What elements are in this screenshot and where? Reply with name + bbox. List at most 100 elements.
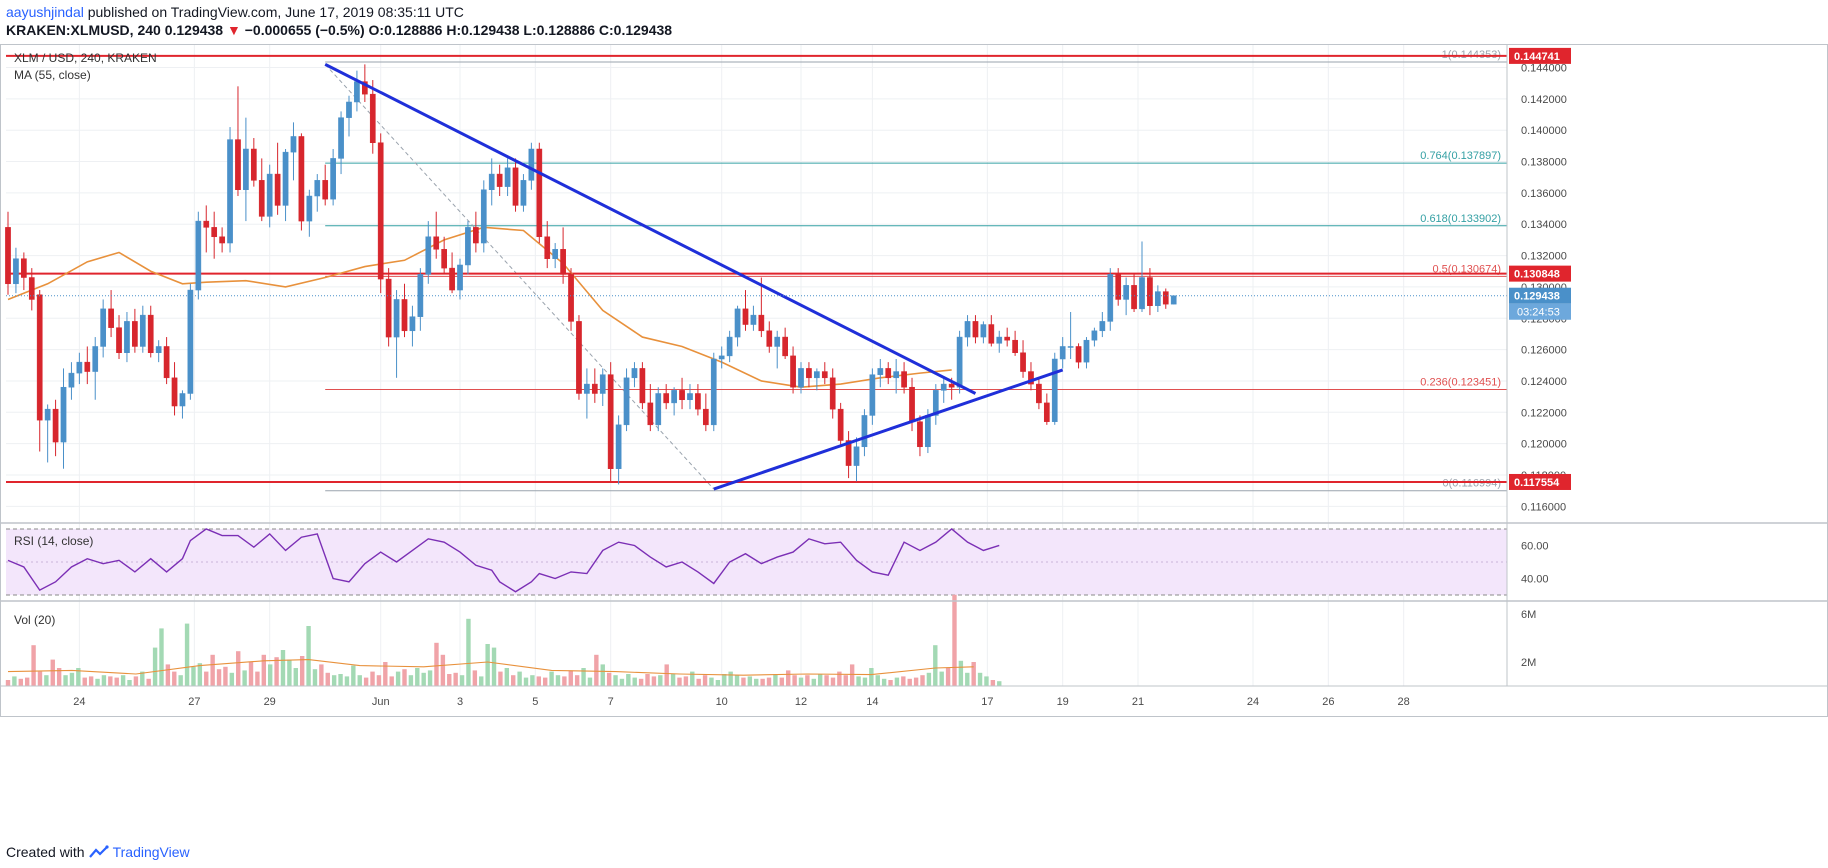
candle[interactable] — [108, 290, 114, 338]
candle[interactable] — [758, 277, 765, 338]
candle[interactable] — [203, 205, 210, 253]
candle[interactable] — [385, 268, 392, 347]
candle[interactable] — [211, 211, 218, 259]
author-link[interactable]: aayushjindal — [6, 4, 84, 20]
candle[interactable] — [520, 174, 527, 212]
candle[interactable] — [36, 290, 43, 452]
candle[interactable] — [124, 311, 130, 363]
candle[interactable] — [814, 368, 820, 391]
candle[interactable] — [465, 221, 471, 275]
candle[interactable] — [655, 387, 662, 432]
candle[interactable] — [972, 315, 979, 344]
candle[interactable] — [607, 362, 614, 482]
candle[interactable] — [1059, 337, 1066, 369]
candle[interactable] — [742, 290, 749, 331]
candle[interactable] — [1075, 343, 1082, 369]
candle[interactable] — [996, 330, 1003, 353]
price-candles[interactable] — [5, 64, 1177, 485]
candle[interactable] — [258, 158, 265, 222]
candle[interactable] — [227, 127, 233, 253]
volume-pane[interactable]: Vol (20) — [5, 594, 1002, 686]
candle[interactable] — [560, 227, 566, 284]
candle[interactable] — [956, 330, 963, 394]
candle[interactable] — [1004, 327, 1011, 347]
candle[interactable] — [591, 368, 598, 403]
candle[interactable] — [250, 138, 257, 187]
candle[interactable] — [671, 387, 677, 416]
candle[interactable] — [647, 384, 654, 432]
candle[interactable] — [1107, 268, 1114, 331]
candle[interactable] — [885, 362, 892, 385]
candle[interactable] — [147, 305, 154, 358]
candle[interactable] — [409, 305, 416, 347]
candle[interactable] — [433, 211, 440, 259]
candle[interactable] — [615, 415, 622, 485]
candle[interactable] — [163, 337, 170, 385]
candle[interactable] — [1020, 340, 1026, 378]
candle[interactable] — [782, 327, 788, 360]
candle[interactable] — [964, 315, 971, 347]
trend-lines[interactable] — [324, 63, 1064, 491]
candle[interactable] — [893, 359, 900, 394]
candle[interactable] — [369, 80, 376, 154]
candle[interactable] — [473, 211, 479, 253]
candle[interactable] — [1067, 311, 1074, 360]
candle[interactable] — [623, 368, 630, 432]
candle[interactable] — [243, 117, 249, 222]
candle[interactable] — [457, 258, 463, 300]
candle[interactable] — [1012, 330, 1018, 356]
candle[interactable] — [330, 149, 336, 206]
candle[interactable] — [139, 305, 146, 353]
candle[interactable] — [1043, 393, 1050, 425]
candle[interactable] — [829, 368, 836, 419]
candle[interactable] — [76, 352, 83, 385]
candle[interactable] — [187, 283, 194, 400]
candle[interactable] — [869, 368, 876, 425]
candle[interactable] — [552, 243, 559, 269]
candle[interactable] — [710, 352, 717, 432]
candle[interactable] — [988, 315, 995, 347]
candle[interactable] — [766, 321, 773, 353]
candle[interactable] — [1091, 327, 1098, 347]
candle[interactable] — [750, 305, 757, 331]
price-pane[interactable]: 1(0.144353)0.764(0.137897)0.618(0.133902… — [5, 44, 1507, 686]
candle[interactable] — [401, 283, 408, 338]
candle[interactable] — [1162, 288, 1169, 309]
candle[interactable] — [132, 308, 138, 353]
candle[interactable] — [861, 409, 868, 457]
candle[interactable] — [195, 211, 202, 300]
rsi-pane[interactable]: RSI (14, close) — [6, 528, 1507, 596]
candle[interactable] — [1170, 295, 1177, 305]
candle[interactable] — [496, 164, 503, 197]
trend-line[interactable] — [713, 368, 1064, 491]
candle[interactable] — [1123, 277, 1129, 316]
candle[interactable] — [84, 346, 91, 385]
candle[interactable] — [449, 252, 455, 294]
candle[interactable] — [544, 221, 551, 269]
candle[interactable] — [599, 368, 606, 407]
candle[interactable] — [52, 399, 59, 457]
candle[interactable] — [917, 415, 923, 457]
candle[interactable] — [1139, 241, 1145, 312]
candle[interactable] — [298, 133, 305, 231]
candle[interactable] — [837, 402, 844, 447]
candle[interactable] — [155, 340, 162, 363]
candle[interactable] — [5, 211, 11, 295]
candle[interactable] — [100, 299, 107, 358]
candle[interactable] — [932, 384, 939, 425]
candle[interactable] — [480, 180, 487, 253]
candle[interactable] — [346, 95, 352, 137]
candle[interactable] — [940, 377, 947, 403]
candle[interactable] — [853, 437, 860, 482]
candle[interactable] — [639, 362, 646, 410]
horizontal-levels[interactable] — [6, 54, 1507, 483]
candle[interactable] — [393, 290, 400, 378]
candle[interactable] — [488, 158, 495, 206]
chart-canvas[interactable]: 1(0.144353)0.764(0.137897)0.618(0.133902… — [0, 44, 1828, 840]
candle[interactable] — [1036, 377, 1042, 410]
candle[interactable] — [21, 252, 27, 291]
candle[interactable] — [1115, 268, 1122, 306]
candle[interactable] — [282, 149, 289, 222]
tradingview-brand-link[interactable]: TradingView — [112, 844, 190, 860]
candle[interactable] — [806, 362, 812, 388]
